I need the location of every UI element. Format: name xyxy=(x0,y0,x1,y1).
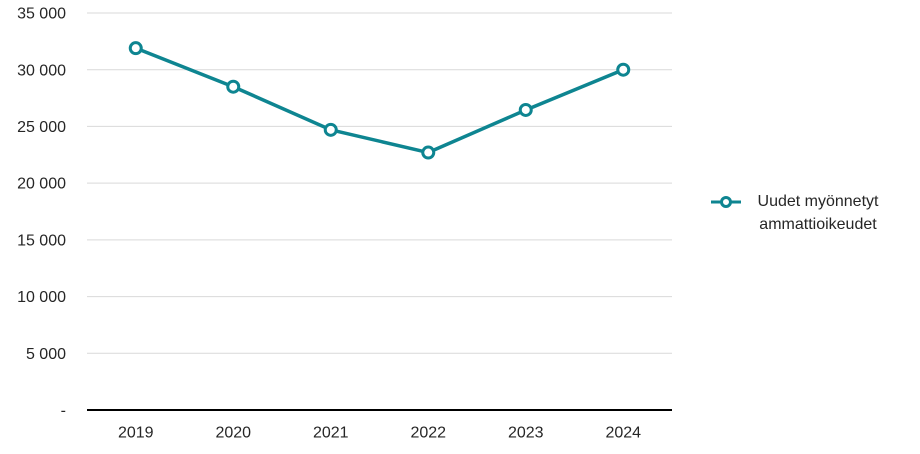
x-axis-tick-label: 2019 xyxy=(118,425,154,442)
x-axis-tick-label: 2020 xyxy=(215,425,251,442)
legend: Uudet myönnetyt ammattioikeudet xyxy=(710,190,892,236)
y-axis-tick-label: 20 000 xyxy=(17,176,66,193)
y-axis-tick-label: 5 000 xyxy=(26,346,66,363)
legend-label: Uudet myönnetyt ammattioikeudet xyxy=(757,193,879,233)
x-axis-tick-label: 2022 xyxy=(410,425,446,442)
y-axis-tick-label: 30 000 xyxy=(17,62,66,79)
y-axis-tick-label: 35 000 xyxy=(17,6,66,23)
y-axis-tick-label: - xyxy=(61,403,66,420)
y-axis-tick-label: 25 000 xyxy=(17,119,66,136)
x-axis-tick-label: 2023 xyxy=(508,425,544,442)
x-axis-tick-label: 2024 xyxy=(605,425,641,442)
data-point-marker xyxy=(128,41,143,56)
legend-line-marker-icon xyxy=(711,196,741,208)
legend-circle-icon xyxy=(720,196,732,208)
y-axis-tick-label: 15 000 xyxy=(17,232,66,249)
data-point-marker xyxy=(323,122,338,137)
data-point-marker xyxy=(518,102,533,117)
data-line xyxy=(134,46,625,155)
data-point-marker xyxy=(226,79,241,94)
data-point-marker xyxy=(616,62,631,77)
x-axis-tick-label: 2021 xyxy=(313,425,349,442)
y-axis-tick-label: 10 000 xyxy=(17,289,66,306)
data-point-marker xyxy=(421,145,436,160)
